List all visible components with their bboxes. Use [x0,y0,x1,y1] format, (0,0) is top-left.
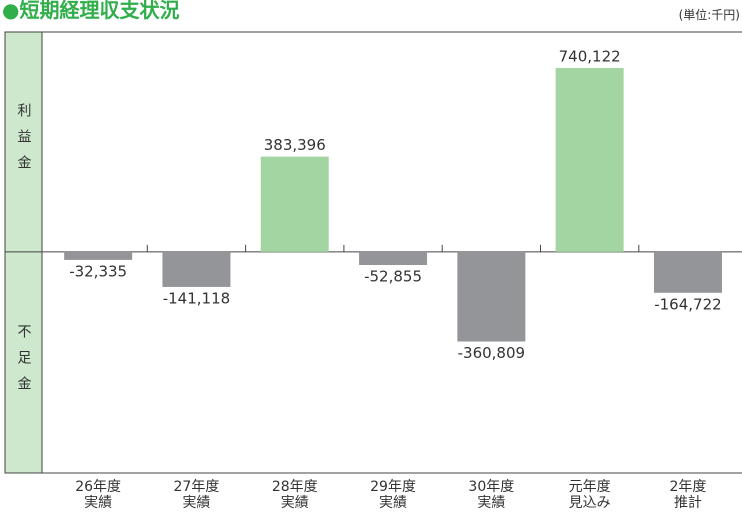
value-label: -141,118 [163,289,230,307]
bar [64,251,133,260]
chart-title: ●短期経理収支状況 [2,0,180,22]
value-label: 383,396 [264,136,326,154]
x-tick-label: 元年度 見込み [568,479,611,511]
x-tick-label: 27年度 実績 [173,479,220,511]
bar [162,251,231,287]
x-tick-label: 2年度 推計 [669,479,707,511]
side-label: 不足金 [15,323,32,402]
value-label: -32,335 [69,262,127,280]
bar [555,67,624,252]
bar [653,251,722,293]
value-label: -360,809 [458,344,525,362]
x-tick-label: 26年度 実績 [75,479,122,511]
x-tick-label: 30年度 実績 [468,479,515,511]
side-label: 利益金 [15,103,32,181]
x-tick-label: 29年度 実績 [370,479,416,511]
unit-label: (単位:千円) [678,8,740,22]
value-label: 740,122 [559,47,621,65]
x-tick-label: 28年度 実績 [271,479,318,511]
bar [260,156,329,252]
value-label: -164,722 [654,295,721,313]
value-label: -52,855 [364,268,422,286]
bar [359,251,428,266]
bar [457,251,526,342]
side-panel [4,31,43,474]
